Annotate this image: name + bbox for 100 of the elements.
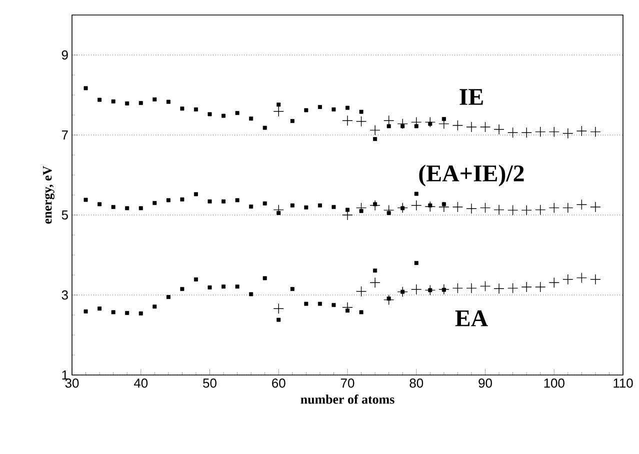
point [535,282,546,292]
x-tick-label: 40 [134,378,148,388]
x-tick-label: 90 [478,378,492,388]
y-tick-label: 5 [62,210,68,220]
point [262,201,267,206]
point [373,137,378,141]
point [235,111,240,115]
point [84,198,88,202]
x-tick-label: 30 [65,378,79,388]
point [138,101,143,105]
point [507,282,518,294]
point [290,287,294,291]
x-tick-label: 80 [410,378,424,388]
point [424,116,436,128]
point [521,127,532,138]
point [249,292,254,296]
point [521,204,532,216]
x-tick-label: 60 [272,378,286,388]
point [262,126,267,130]
point [166,295,170,299]
point [276,318,281,322]
point [562,128,574,139]
point [208,112,212,116]
point [98,98,102,102]
point [194,107,198,112]
point [152,97,157,102]
point [384,204,394,216]
point [576,126,588,136]
point [414,192,418,196]
point [125,101,130,106]
y-tick-label: 7 [62,130,68,140]
point [138,206,143,210]
point [373,268,378,273]
point [235,198,240,202]
point [576,199,588,210]
x-tick-label: 50 [203,378,216,388]
point [180,106,184,111]
point [480,122,491,132]
point [111,99,116,104]
point [590,274,601,285]
point [356,286,367,297]
point [273,106,284,117]
point [548,277,560,288]
point [332,107,336,112]
y-tick-label: 1 [62,370,68,380]
point [414,124,418,128]
point [548,202,560,214]
point [194,192,198,196]
point [125,206,130,210]
x-tick-label: 110 [614,378,633,388]
point [180,287,184,291]
point [359,110,364,114]
point [152,201,157,205]
point [273,303,284,314]
point [111,205,116,209]
point [318,105,322,109]
point [111,310,116,314]
point [332,303,336,307]
point [273,204,284,216]
point [411,200,422,211]
point [249,116,254,121]
point [438,284,450,295]
point [262,276,267,280]
point [356,202,367,214]
point [466,122,477,132]
point [494,204,504,216]
point [397,286,408,298]
point [84,309,88,314]
point [304,205,308,210]
point [125,311,130,315]
point [98,202,102,206]
point [208,199,212,204]
point [466,203,477,214]
point [152,304,157,309]
point [290,203,294,208]
point [424,201,436,212]
point [318,203,322,208]
x-tick-label: 100 [544,378,564,388]
y-tick-label: 9 [62,50,68,60]
annotation: (EA+IE)/2 [419,164,524,186]
point [222,114,226,118]
point [562,202,574,214]
point [535,126,546,138]
point [411,284,422,295]
point [507,204,518,216]
annotation: EA [455,310,488,326]
point [384,115,394,126]
point [318,302,322,306]
point [576,272,588,284]
point [548,126,560,138]
point [397,202,408,214]
point [397,118,408,130]
point [384,294,394,306]
point [359,310,364,314]
point [356,116,367,127]
x-axis-title: number of atoms [300,394,394,404]
point [166,100,170,104]
point [235,284,240,289]
point [562,274,574,285]
annotation: IE [460,89,483,105]
